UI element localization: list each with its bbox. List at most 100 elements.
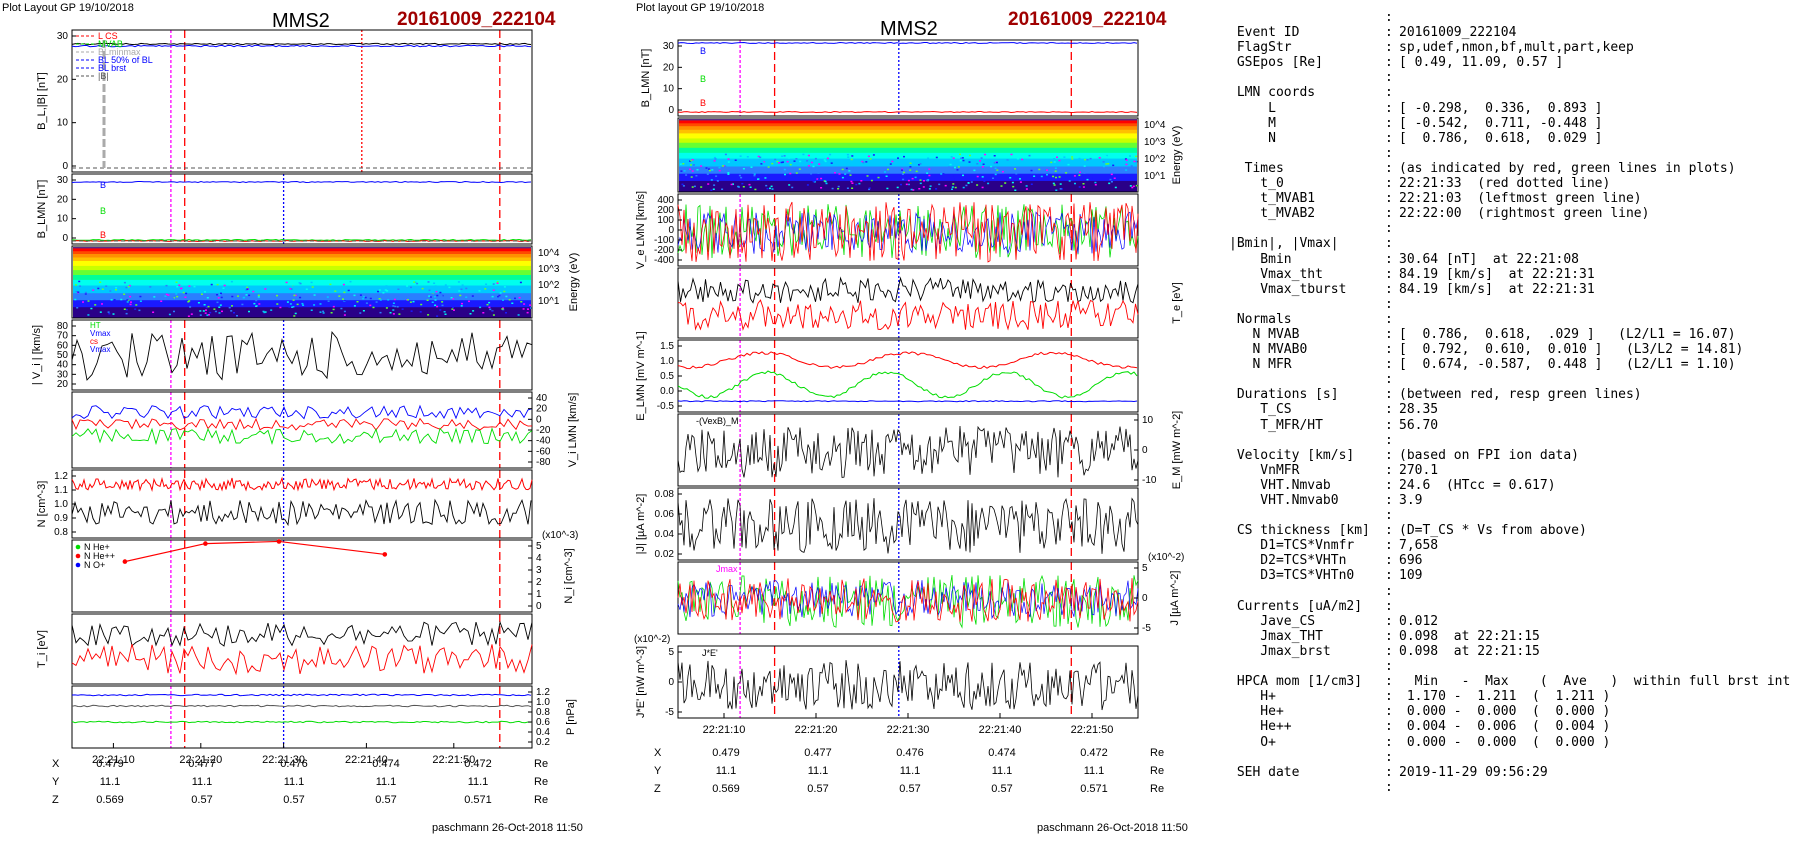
y-tick-label: 0 <box>536 414 542 425</box>
heatmap-pixel <box>812 180 815 183</box>
heatmap-pixel <box>1065 172 1068 174</box>
x-tick-label: 22:21:40 <box>979 724 1022 736</box>
heatmap-pixel <box>197 283 200 285</box>
heatmap-pixel <box>440 295 443 297</box>
right-plot-header: Plot layout GP 19/10/2018 <box>636 2 765 14</box>
heatmap-pixel <box>1083 165 1086 167</box>
ephem-value: 0.57 <box>375 794 397 806</box>
heatmap-pixel <box>691 170 694 172</box>
heatmap-pixel <box>716 180 719 182</box>
info-separator: : <box>1385 704 1393 720</box>
legend-entry: Jmax <box>716 564 738 574</box>
ephem-value: 11.1 <box>191 776 213 788</box>
info-separator: : <box>1385 508 1393 524</box>
info-separator: : <box>1385 764 1393 780</box>
heatmap-pixel <box>1053 161 1056 163</box>
ephem-value: 0.476 <box>280 758 308 770</box>
info-row: : <box>1229 508 1799 523</box>
info-separator: : <box>1385 372 1393 388</box>
heatmap-pixel <box>92 289 95 291</box>
heatmap-pixel <box>1050 179 1053 181</box>
legend-entry: |B| <box>98 71 109 81</box>
heatmap-pixel <box>710 179 713 181</box>
y-axis-label: B_LMN [nT] <box>640 49 652 108</box>
heatmap-pixel <box>518 287 521 289</box>
heatmap-pixel <box>962 159 965 162</box>
heatmap-pixel <box>502 299 504 301</box>
panel-frame <box>71 391 533 469</box>
info-row: N MVAB0: [ 0.792, 0.610, 0.010 ] (L3/L2 =… <box>1229 342 1799 357</box>
heatmap-pixel <box>1135 184 1138 187</box>
ephem-value: 0.472 <box>1080 747 1108 759</box>
heatmap-pixel <box>443 311 446 313</box>
series-Ti-black <box>71 620 533 647</box>
series-label: B <box>700 98 706 108</box>
info-separator: : <box>1385 236 1393 252</box>
x-tick-label: 22:21:20 <box>179 754 222 766</box>
heatmap-pixel <box>681 183 684 186</box>
heatmap-pixel <box>1110 173 1113 176</box>
heatmap-pixel <box>111 300 114 303</box>
y-axis-label: J*E' [nW m^-3] <box>635 646 647 718</box>
heatmap-pixel <box>125 308 128 311</box>
heatmap-pixel <box>1009 177 1012 179</box>
info-row: He+: 0.000 - 0.000 ( 0.000 ) <box>1229 704 1799 719</box>
y-tick-label: -20 <box>536 425 551 436</box>
heatmap-pixel <box>243 296 246 299</box>
info-key: H+ <box>1229 689 1276 705</box>
y-tick-label: 10^4 <box>1144 120 1166 131</box>
info-separator: : <box>1385 583 1393 599</box>
panel-frame <box>677 267 1139 339</box>
legend-entry: N O+ <box>84 560 105 570</box>
heatmap-pixel <box>959 159 962 162</box>
info-value: 0.000 - 0.000 ( 0.000 ) <box>1399 704 1611 720</box>
heatmap-pixel <box>841 176 844 179</box>
heatmap-band <box>73 247 531 249</box>
heatmap-pixel <box>1135 155 1138 158</box>
heatmap-pixel <box>94 304 97 306</box>
series-Te-para <box>677 276 1139 304</box>
heatmap-pixel <box>1014 189 1017 191</box>
heatmap-pixel <box>517 314 520 316</box>
info-separator: : <box>1385 689 1393 705</box>
heatmap-pixel <box>896 186 899 189</box>
heatmap-pixel <box>900 183 902 186</box>
series-J <box>677 497 1139 554</box>
heatmap-pixel <box>198 290 200 293</box>
heatmap-pixel <box>1001 171 1004 173</box>
series-EN <box>677 351 1138 370</box>
heatmap-pixel <box>482 303 485 305</box>
heatmap-pixel <box>427 281 430 283</box>
heatmap-pixel <box>206 314 209 316</box>
series-label: B <box>700 74 706 84</box>
heatmap-pixel <box>218 306 221 308</box>
y-tick-label: 10^4 <box>538 248 560 259</box>
heatmap-pixel <box>519 281 522 284</box>
heatmap-pixel <box>1006 159 1009 161</box>
heatmap-pixel <box>288 306 291 308</box>
heatmap-pixel <box>706 173 709 175</box>
info-value: 22:22:00 (rightmost green line) <box>1399 206 1650 222</box>
heatmap-pixel <box>1060 188 1063 190</box>
right-spacecraft-title: MMS2 <box>880 18 938 40</box>
heatmap-pixel <box>343 314 346 316</box>
info-separator: : <box>1385 296 1393 312</box>
heatmap-pixel <box>149 286 152 288</box>
heatmap-pixel <box>712 188 715 190</box>
heatmap-pixel <box>798 168 801 170</box>
heatmap-pixel <box>472 310 475 312</box>
heatmap-pixel <box>501 308 504 310</box>
ephem-value: 0.571 <box>1080 783 1108 795</box>
heatmap-pixel <box>365 302 368 304</box>
heatmap-pixel <box>107 311 110 313</box>
ephem-value: 0.477 <box>804 747 832 759</box>
heatmap-pixel <box>231 305 233 307</box>
heatmap-pixel <box>858 182 861 185</box>
heatmap-pixel <box>914 176 917 179</box>
y-tick-label: 0 <box>1142 593 1148 604</box>
heatmap-pixel <box>926 172 929 174</box>
heatmap-pixel <box>313 304 316 306</box>
heatmap-pixel <box>478 290 481 292</box>
info-value: [ -0.542, 0.711, -0.448 ] <box>1399 115 1603 131</box>
heatmap-pixel <box>949 163 952 166</box>
